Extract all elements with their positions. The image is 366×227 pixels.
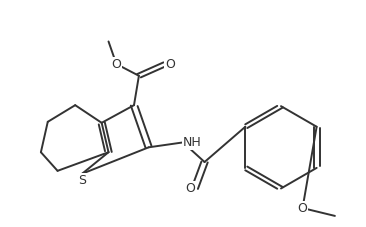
Text: O: O [185, 182, 195, 195]
Text: O: O [298, 202, 307, 215]
Text: S: S [78, 174, 86, 187]
Text: NH: NH [183, 136, 202, 149]
Text: O: O [111, 57, 121, 71]
Text: O: O [165, 57, 175, 71]
